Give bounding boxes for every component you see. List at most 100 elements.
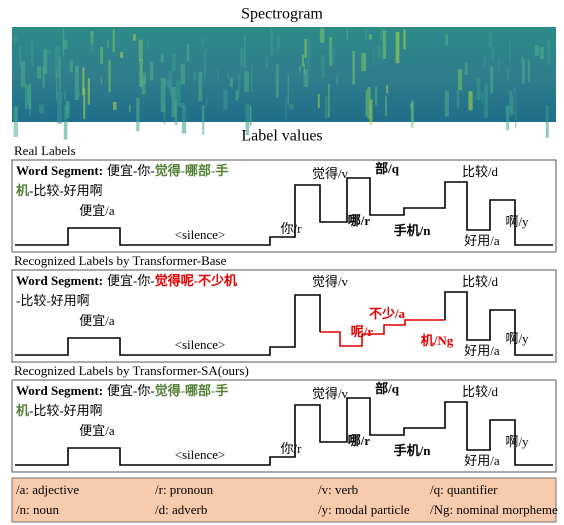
spectrogram-texture [382, 30, 387, 60]
spectrogram-texture [361, 52, 367, 72]
spectrogram-texture [217, 68, 219, 81]
label-waveform [15, 294, 321, 356]
word-segment-part: Word Segment: [16, 273, 103, 288]
spectrogram-texture [175, 80, 181, 107]
spectrogram-texture [367, 87, 371, 120]
spectrogram-texture [289, 104, 294, 110]
spectrogram-texture [464, 62, 468, 76]
spectrogram-texture [301, 54, 305, 67]
spectrogram-texture [204, 50, 206, 80]
segment-label: 啊/y [505, 434, 529, 449]
spectrogram-texture [239, 47, 244, 66]
word-segment-part: 觉得呢-不少机 [155, 273, 237, 288]
spectrogram-texture [79, 90, 81, 97]
spectrogram-texture [244, 35, 246, 68]
spectrogram-texture [13, 106, 18, 138]
spectrogram-texture [509, 41, 511, 63]
spectrogram-texture [522, 59, 525, 85]
spectrogram-texture [276, 36, 281, 49]
spectrogram-texture [238, 73, 240, 98]
word-segment-part: 觉得-哪部-手 [155, 163, 229, 178]
spectrogram-texture [21, 61, 26, 88]
segment-label: 不少/a [369, 306, 406, 321]
legend-item: /q: quantifier [430, 482, 498, 497]
spectrogram-texture [490, 66, 494, 93]
spectrogram-texture [160, 77, 166, 112]
panel-heading: Recognized Labels by Transformer-SA(ours… [14, 363, 249, 378]
spectrogram-texture [171, 87, 176, 118]
legend: /a: adjective/r: pronoun/v: verb/q: quan… [16, 482, 558, 517]
segment-label: 啊/y [505, 331, 529, 346]
spectrogram-texture [377, 45, 381, 59]
spectrogram-texture [540, 46, 544, 60]
spectrogram-texture [48, 49, 51, 55]
spectrogram-texture [403, 29, 406, 50]
word-segment-line: -比较-好用啊 [16, 293, 90, 308]
legend-item: /d: adverb [155, 502, 207, 517]
panel-heading: Recognized Labels by Transformer-Base [14, 253, 227, 268]
panel-box [11, 269, 557, 363]
spectrogram-texture [373, 43, 375, 67]
spectrogram-texture [498, 59, 500, 72]
spectrogram-texture [147, 40, 150, 50]
spectrogram-texture [168, 70, 172, 91]
spectrogram-texture [506, 68, 510, 81]
spectrogram-texture [39, 104, 44, 114]
legend-item: /n: noun [16, 502, 59, 517]
spectrogram-texture [513, 87, 516, 94]
spectrogram-texture [411, 99, 414, 123]
label-waveform [320, 319, 445, 347]
spectrogram-texture [304, 38, 307, 59]
spectrogram-texture [476, 78, 481, 100]
spectrogram-texture [385, 95, 387, 116]
segment-label: 部/q [375, 161, 400, 176]
spectrogram-texture [319, 28, 325, 43]
spectrogram-texture [100, 47, 104, 65]
spectrogram-texture [186, 44, 190, 62]
spectrogram-texture [107, 39, 109, 48]
spectrogram-texture [528, 60, 530, 83]
spectrogram-texture [30, 41, 34, 67]
word-segment-line: 机-比较-好用啊 [16, 183, 103, 198]
spectrogram-texture [180, 102, 185, 109]
spectrogram-texture [19, 45, 21, 68]
spectrogram-texture [245, 103, 250, 136]
spectrogram-texture [521, 55, 523, 63]
word-segment-part: 觉得-哪部-手 [155, 383, 229, 398]
spectrogram-texture [250, 65, 253, 92]
spectrogram-texture [201, 36, 204, 46]
legend-item: /Ng: nominal morpheme [430, 502, 558, 517]
label-waveform [444, 291, 553, 356]
spectrogram-texture [163, 105, 166, 125]
spectrogram-texture [141, 77, 146, 95]
spectrogram-texture [25, 83, 27, 110]
segment-label: 比较/d [462, 384, 499, 399]
spectrogram-texture [63, 105, 68, 140]
panel: Recognized Labels by Transformer-Base Wor… [11, 253, 557, 363]
spectrogram-texture [325, 95, 328, 119]
segment-label: 觉得/v [312, 166, 349, 181]
spectrogram [12, 27, 556, 140]
spectrogram-texture [458, 69, 463, 90]
spectrogram-texture [180, 63, 185, 85]
spectrogram-texture [138, 39, 143, 62]
segment-label: 你/r [281, 221, 303, 236]
spectrogram-texture [534, 45, 540, 56]
spectrogram-texture [369, 99, 373, 125]
spectrogram-texture [13, 34, 18, 43]
spectrogram-title: Spectrogram [241, 6, 323, 23]
word-segment-part: -比较-好用啊 [29, 403, 103, 418]
spectrogram-texture [298, 65, 301, 73]
spectrogram-texture [56, 69, 58, 100]
spectrogram-texture [26, 86, 29, 106]
segment-label: 比较/d [462, 274, 499, 289]
legend-item: /v: verb [318, 482, 358, 497]
spectrogram-texture [321, 54, 325, 79]
word-segment-line: Word Segment: 便宜-你-觉得-哪部-手 [16, 163, 228, 178]
segment-label: 觉得/v [312, 274, 349, 289]
segment-label: 便宜/a [79, 203, 115, 218]
segment-label: 啊/y [505, 214, 529, 229]
spectrogram-texture [445, 33, 449, 46]
